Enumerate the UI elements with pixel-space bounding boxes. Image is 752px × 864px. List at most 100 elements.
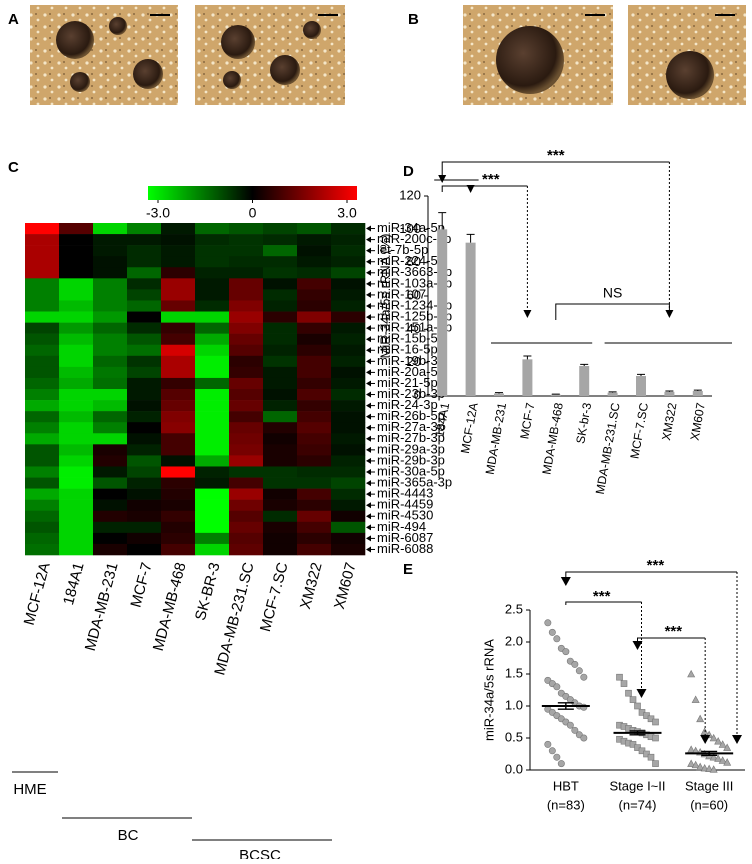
heatmap-cell xyxy=(331,433,366,445)
x-tick-label: MDA-MB-231 xyxy=(483,401,509,475)
column-label: MCF-7 xyxy=(127,561,155,610)
heatmap-cell xyxy=(25,521,60,534)
heatmap-cell xyxy=(229,300,264,312)
heatmap-cell xyxy=(331,400,366,412)
row-label: miR-6088 xyxy=(377,541,433,556)
heatmap-cell xyxy=(331,322,366,334)
heatmap-cell xyxy=(93,389,128,401)
heatmap-cell xyxy=(127,300,162,312)
row-label: miR-26b-5p xyxy=(377,408,445,423)
heatmap-cell xyxy=(93,333,128,346)
heatmap-cell xyxy=(127,477,162,489)
heatmap-cell xyxy=(229,543,264,556)
heatmap-cell xyxy=(127,422,162,434)
heatmap-cell xyxy=(93,499,128,512)
error-bar xyxy=(438,212,447,230)
x-tick-label: SK-br-3 xyxy=(573,401,594,444)
annotation: NS xyxy=(603,285,622,301)
heatmap-cell xyxy=(229,256,264,268)
heatmap-cell xyxy=(25,477,60,489)
colorbar-tick-label: 0 xyxy=(249,205,257,221)
heatmap-cell xyxy=(59,422,94,434)
point xyxy=(548,747,556,755)
x-tick-label: MCF-7 xyxy=(517,401,537,440)
heatmap-cell xyxy=(263,455,298,467)
heatmap-cell xyxy=(263,466,298,478)
heatmap-cell xyxy=(127,466,162,478)
heatmap-cell xyxy=(229,499,264,512)
heatmap-cell xyxy=(331,245,366,257)
heatmap-cell xyxy=(25,433,60,445)
heatmap-cell xyxy=(127,366,162,379)
heatmap-cell xyxy=(59,543,94,556)
heatmap-cell xyxy=(59,245,94,257)
heatmap-cell xyxy=(25,532,60,545)
row-label: miR-24-3p xyxy=(377,397,438,412)
heatmap-cell xyxy=(93,477,128,489)
heatmap-cell xyxy=(297,389,332,401)
row-arrow-head xyxy=(366,336,371,343)
heatmap-cell xyxy=(161,510,196,523)
point xyxy=(553,683,561,691)
heatmap-cell xyxy=(93,344,128,357)
heatmap-cell xyxy=(263,389,298,401)
heatmap-cell xyxy=(161,466,196,478)
y-tick-label: 120 xyxy=(399,187,421,202)
column-label: MCF-12A xyxy=(21,561,54,627)
heatmap-cell xyxy=(59,289,94,301)
heatmap-cell xyxy=(25,455,60,467)
point xyxy=(709,765,718,773)
heatmap-cell xyxy=(229,532,264,545)
heatmap-cell xyxy=(331,499,366,512)
heatmap-cell xyxy=(59,256,94,268)
point xyxy=(647,753,655,761)
heatmap-cell xyxy=(127,377,162,390)
arrow-head xyxy=(732,735,742,744)
row-label: miR-151a-5p xyxy=(377,320,452,335)
heatmap-cell xyxy=(93,488,128,500)
heatmap-cell xyxy=(331,344,366,357)
heatmap-cell xyxy=(195,245,230,257)
panel-label: D xyxy=(403,163,414,180)
heatmap-cell xyxy=(93,433,128,445)
row-arrow-head xyxy=(366,303,371,309)
heatmap-cell xyxy=(161,256,196,268)
heatmap-cell xyxy=(59,510,94,523)
heatmap-cell xyxy=(195,377,230,390)
heatmap-cell xyxy=(59,521,94,534)
point xyxy=(557,760,565,768)
group-label: HME xyxy=(13,781,46,798)
heatmap-cell xyxy=(195,355,230,368)
annotation: *** xyxy=(482,171,500,188)
heatmap-cell xyxy=(195,223,230,235)
heatmap-cell xyxy=(195,278,230,290)
heatmap-cell xyxy=(127,333,162,346)
heatmap-cell xyxy=(297,223,332,235)
heatmap-cell xyxy=(331,477,366,489)
heatmap-cell xyxy=(229,234,264,246)
colorbar-tick-label: 3.0 xyxy=(337,205,357,221)
heatmap-cell xyxy=(195,389,230,401)
heatmap-cell xyxy=(25,300,60,312)
heatmap-cell xyxy=(229,377,264,390)
heatmap-cell xyxy=(93,256,128,268)
y-tick-label: 2.5 xyxy=(505,601,523,616)
sem-bar xyxy=(701,750,718,756)
heatmap-cell xyxy=(263,422,298,434)
heatmap-cell xyxy=(127,389,162,401)
row-arrow-head xyxy=(366,435,371,442)
heatmap-cell xyxy=(195,344,230,357)
x-tick-label: MCF-7.SC xyxy=(627,401,651,460)
heatmap-cell xyxy=(195,455,230,467)
heatmap-cell xyxy=(331,333,366,346)
heatmap-cell xyxy=(59,488,94,500)
annotation: *** xyxy=(665,623,683,640)
photo-a1 xyxy=(30,5,178,105)
bracket xyxy=(555,303,670,320)
column-label: XM607 xyxy=(331,561,360,611)
heatmap-cell xyxy=(93,289,128,301)
heatmap-cell xyxy=(195,543,230,556)
row-arrow-head xyxy=(366,358,371,365)
heatmap-cell xyxy=(263,344,298,357)
heatmap-cell xyxy=(127,223,162,235)
